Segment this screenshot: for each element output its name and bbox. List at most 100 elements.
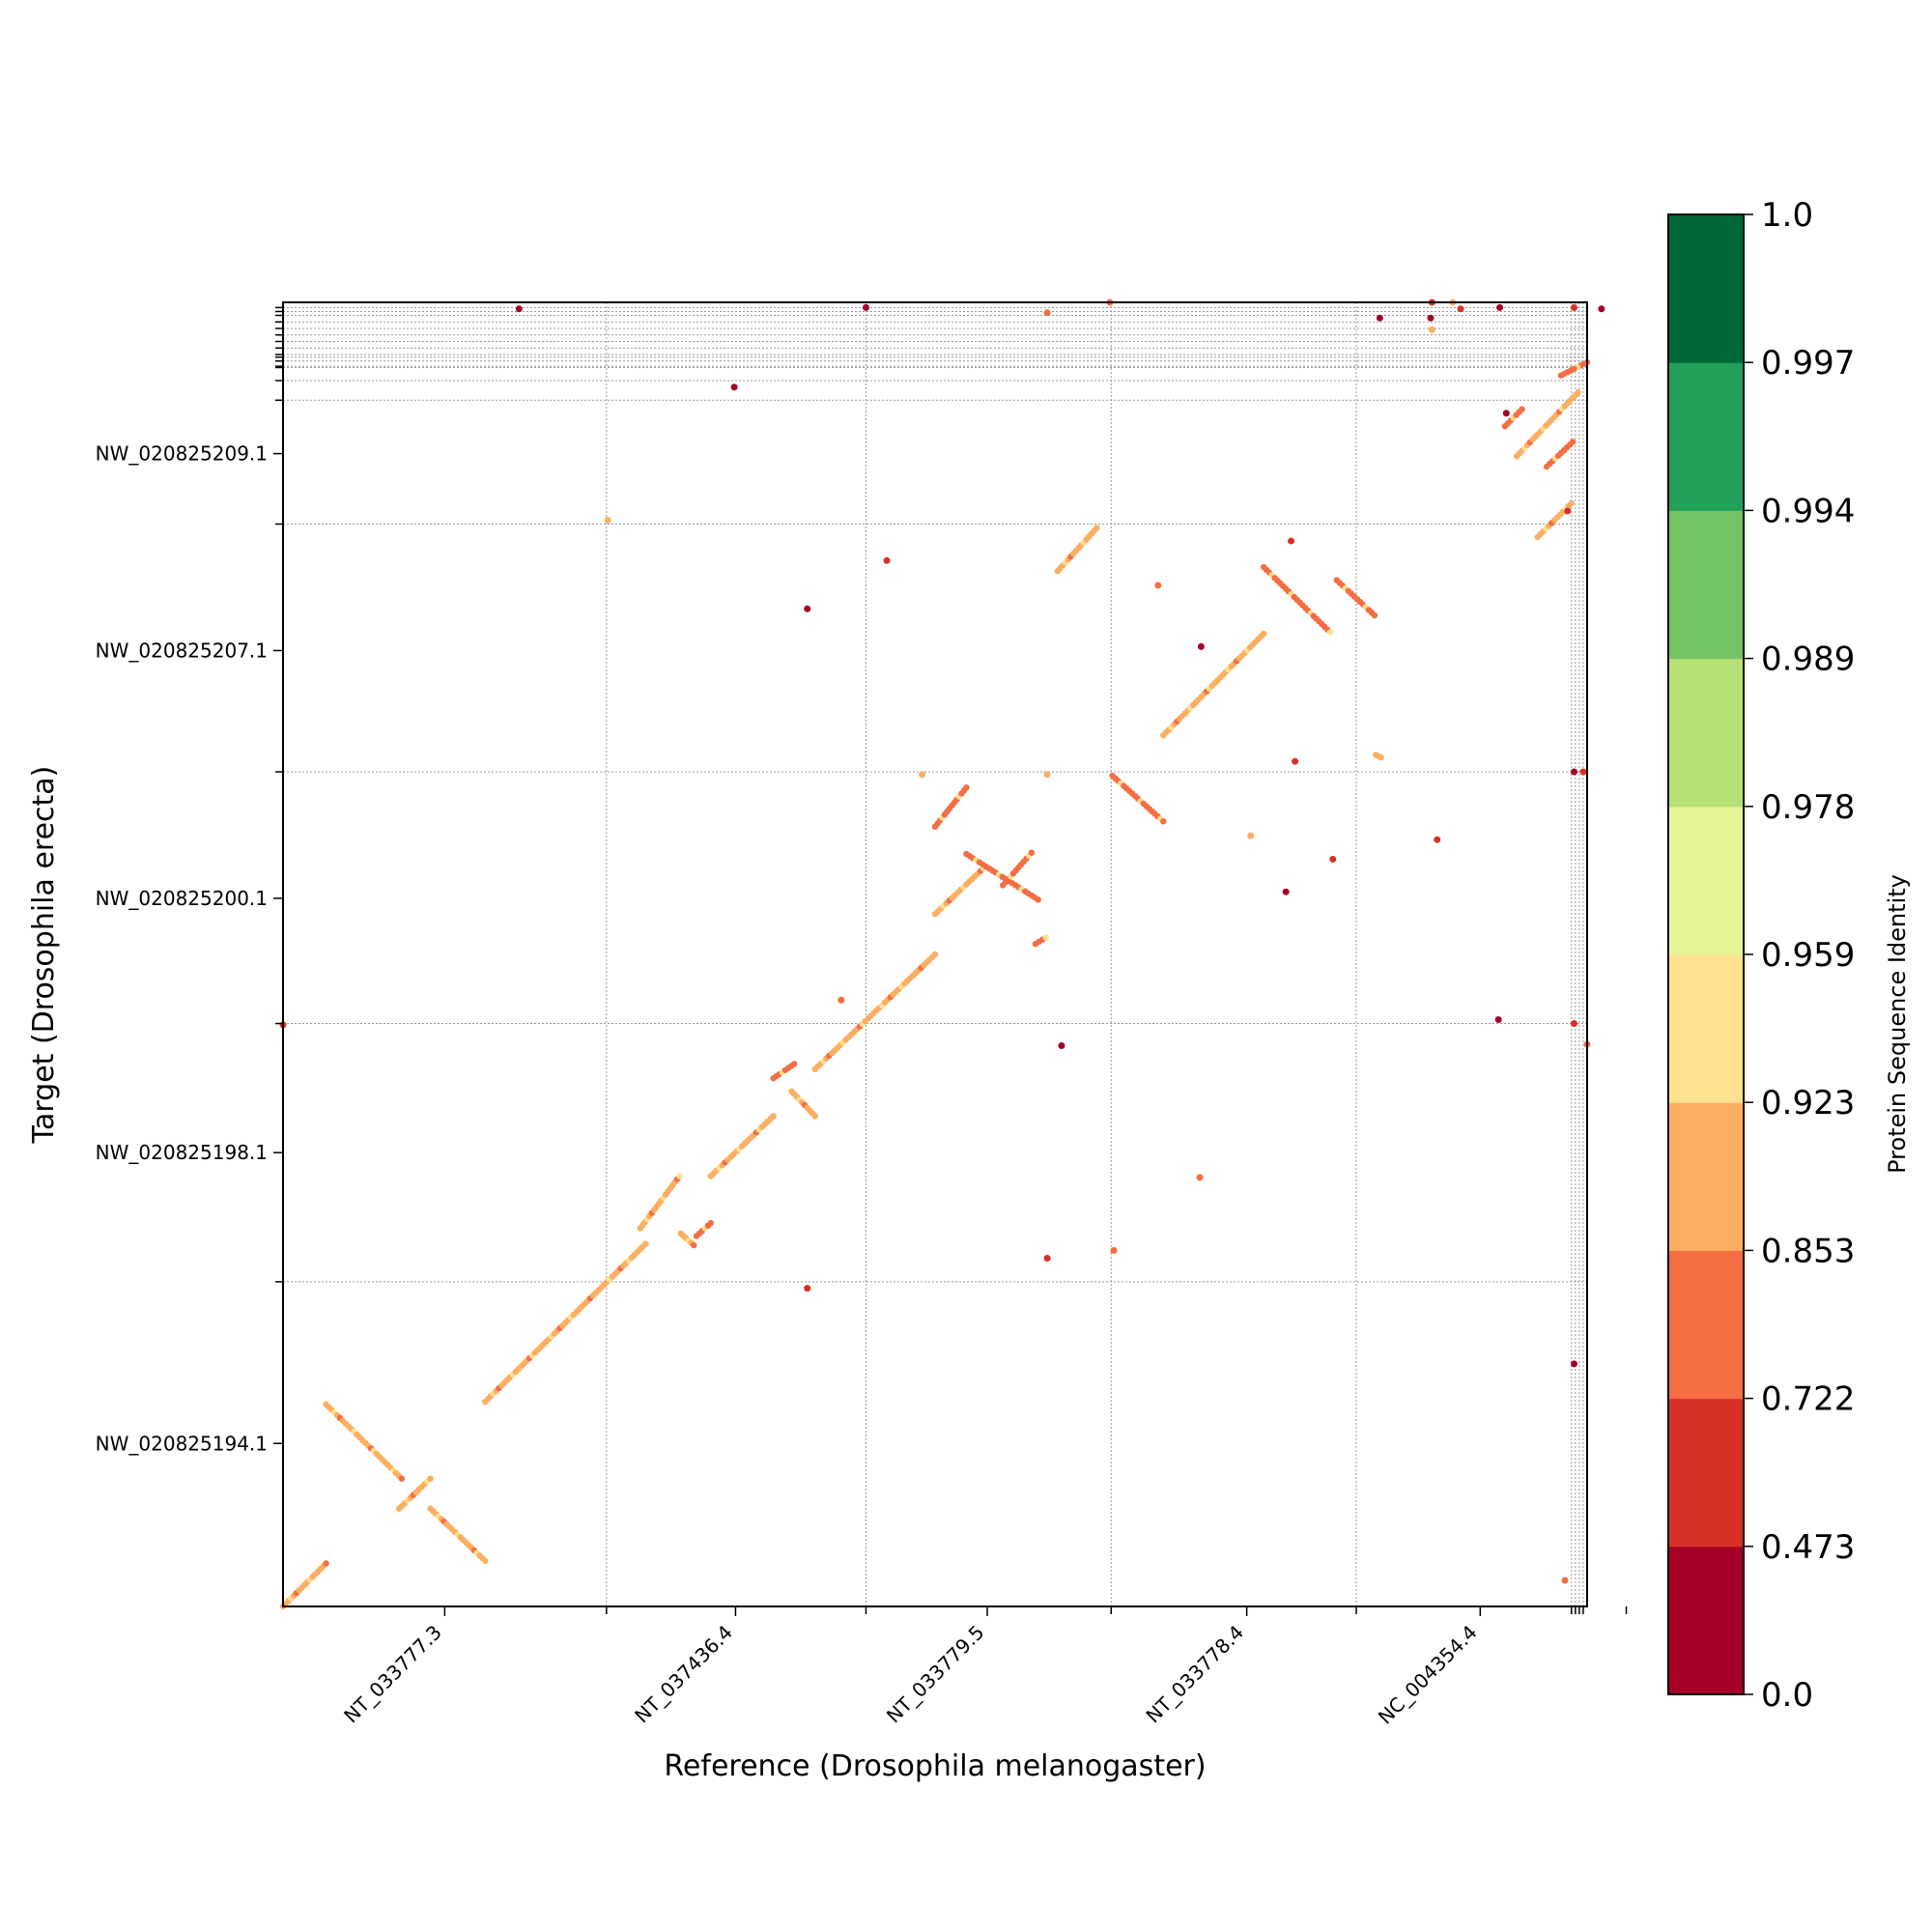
alignment-point — [1376, 314, 1383, 322]
alignment-point — [1043, 771, 1051, 779]
alignment-segment — [323, 1401, 406, 1482]
colorbar-tick-label: 0.722 — [1761, 1380, 1855, 1419]
segment-dot — [1028, 849, 1036, 856]
alignment-point — [1110, 1246, 1118, 1254]
alignment-segment — [1543, 439, 1577, 470]
alignment-point — [1434, 836, 1441, 843]
colorbar-tick-label: 0.0 — [1761, 1676, 1813, 1715]
alignment-point — [1571, 768, 1577, 776]
alignment-segment — [1501, 406, 1525, 430]
segment-dot — [1326, 629, 1334, 636]
colorbar-segment — [1668, 1102, 1744, 1251]
alignment-point — [804, 1285, 811, 1293]
segment-dot — [1042, 934, 1049, 941]
alignment-segment — [707, 1113, 777, 1179]
data-marks — [279, 298, 1605, 1610]
segment-dot — [707, 1219, 714, 1227]
segment-dot — [1575, 388, 1581, 396]
alignment-point — [1571, 303, 1577, 311]
alignment-point — [1561, 1577, 1569, 1584]
x-tick-label: NT_033778.4 — [1141, 1621, 1248, 1728]
alignment-point — [919, 771, 925, 779]
y-tick-label: NW_020825198.1 — [96, 1141, 268, 1164]
colorbar-tick-label: 0.473 — [1761, 1528, 1855, 1567]
segment-dot — [770, 1113, 777, 1120]
y-tick-label: NW_020825194.1 — [96, 1432, 268, 1455]
colorbar-tick-label: 0.978 — [1761, 788, 1855, 827]
grid-lines — [283, 302, 1587, 1606]
alignment-point — [1154, 582, 1162, 589]
alignment-point — [1496, 303, 1504, 311]
alignment-segment — [395, 1475, 434, 1512]
alignment-point — [1058, 1042, 1065, 1049]
alignment-point — [883, 556, 891, 564]
alignment-point — [1502, 410, 1510, 417]
segment-dot — [642, 1240, 649, 1247]
colorbar-segment — [1668, 806, 1744, 955]
alignment-point — [1247, 832, 1255, 839]
alignment-point — [1598, 305, 1605, 313]
y-axis-label: Target (Drosophila erecta) — [27, 766, 61, 1145]
segment-dot — [676, 1173, 683, 1179]
alignment-point — [1197, 642, 1205, 650]
alignment-segment — [1373, 752, 1384, 761]
segment-dot — [811, 1113, 818, 1120]
segment-dot — [1569, 439, 1577, 445]
segment-dot — [398, 1475, 406, 1482]
alignment-point — [1043, 1255, 1051, 1263]
segment-dot — [482, 1557, 489, 1564]
alignment-segment — [1109, 772, 1167, 825]
segment-dot — [1519, 406, 1525, 412]
plot-frame — [282, 301, 1588, 1607]
segment-dot — [1035, 896, 1041, 903]
alignment-point — [1571, 1360, 1577, 1368]
y-tick-label: NW_020825207.1 — [96, 639, 268, 662]
segment-dot — [427, 1475, 434, 1482]
colorbar-tick-label: 0.997 — [1761, 344, 1855, 383]
colorbar-segment — [1668, 1250, 1744, 1400]
x-tick-label: NT_033779.5 — [882, 1621, 989, 1728]
alignment-segment — [788, 1088, 818, 1120]
segment-dot — [323, 1560, 329, 1567]
segment-dot — [1557, 372, 1565, 379]
x-tick-label: NT_037436.4 — [630, 1621, 737, 1728]
alignment-segment — [931, 865, 987, 918]
y-axis-ticks: NW_020825194.1 NW_020825198.1 NW_020825200… — [96, 306, 283, 1455]
alignment-point — [1457, 305, 1464, 313]
alignment-point — [1428, 326, 1435, 333]
colorbar-segment — [1668, 1398, 1744, 1548]
colorbar-segment — [1668, 658, 1744, 808]
segment-dot — [1378, 753, 1384, 761]
alignment-point — [1329, 855, 1337, 863]
alignment-segment — [1054, 525, 1100, 575]
alignment-point — [804, 605, 811, 612]
alignment-point — [1288, 537, 1295, 545]
alignment-segment — [637, 1173, 683, 1232]
alignment-point — [1292, 757, 1299, 765]
colorbar-segment — [1668, 214, 1744, 363]
alignment-segment — [427, 1505, 489, 1564]
alignment-point — [1043, 309, 1051, 317]
alignment-point — [515, 305, 523, 313]
alignment-segment — [1261, 563, 1334, 636]
colorbar-segment — [1668, 510, 1744, 660]
alignment-segment — [677, 1230, 697, 1249]
alignment-segment — [1000, 849, 1036, 889]
alignment-point — [1196, 1174, 1204, 1181]
colorbar-tick-label: 0.959 — [1761, 936, 1855, 975]
segment-dot — [1261, 630, 1267, 638]
alignment-point — [604, 516, 611, 524]
segment-dot — [691, 1241, 697, 1249]
colorbar-segment — [1668, 362, 1744, 511]
alignment-point — [1564, 507, 1572, 515]
alignment-point — [862, 303, 869, 311]
colorbar-label: Protein Sequence Identity — [1884, 874, 1911, 1174]
alignment-segment — [811, 951, 939, 1073]
alignment-segment — [1534, 499, 1576, 541]
y-tick-label: NW_020825200.1 — [96, 887, 268, 910]
alignment-segment — [1333, 577, 1378, 619]
alignment-point — [1494, 1016, 1502, 1023]
x-axis-ticks: NT_033777.3 NT_037436.4 NT_033779.5 NT_0337… — [339, 1606, 1628, 1729]
alignment-segment — [1032, 934, 1049, 948]
alignment-point — [1282, 888, 1290, 895]
